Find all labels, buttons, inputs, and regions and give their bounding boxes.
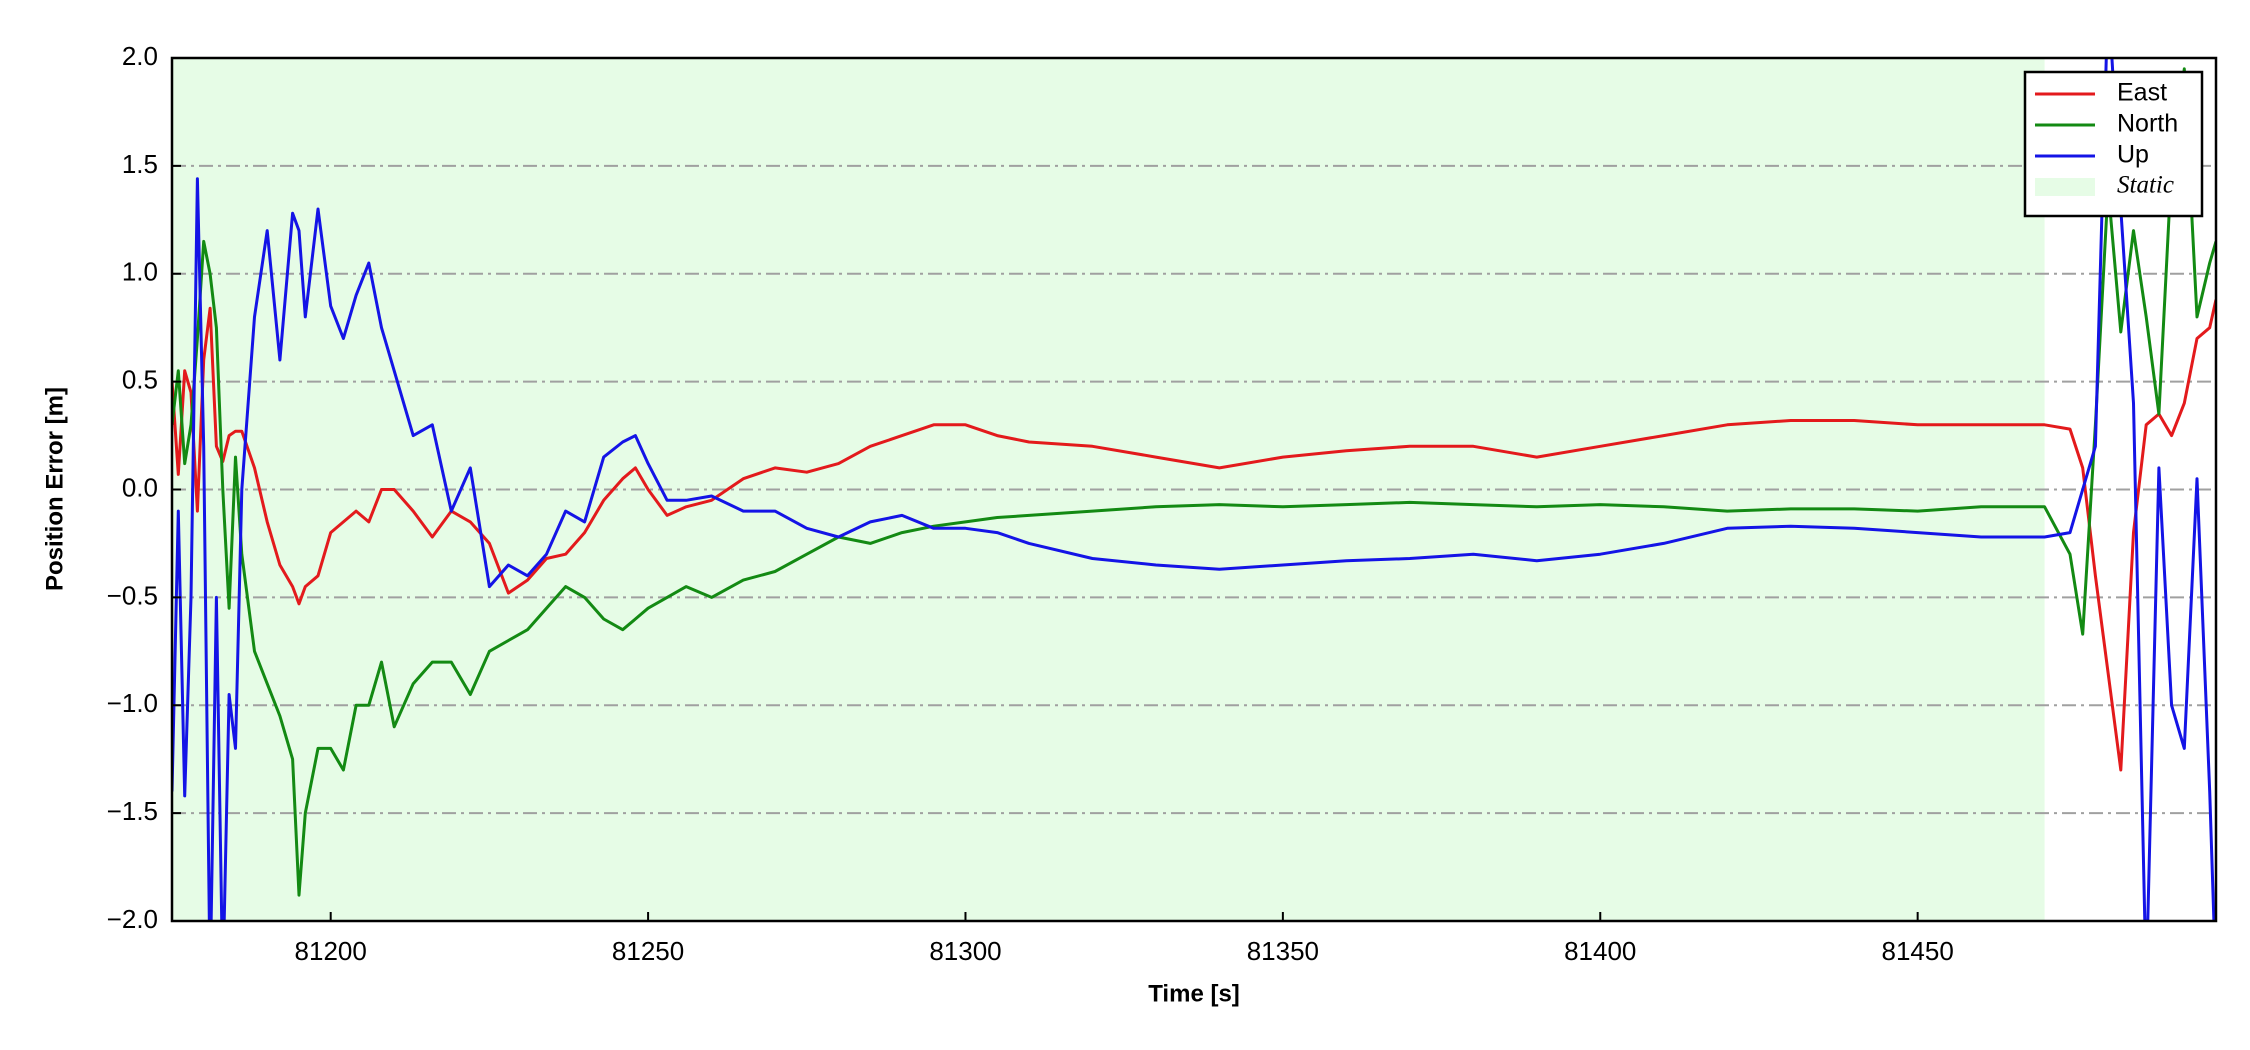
y-tick-label: 2.0 <box>122 41 158 71</box>
series-line <box>172 58 2216 921</box>
series-line <box>172 299 2216 772</box>
y-tick-label: −1.5 <box>107 796 158 826</box>
legend: East North Up Static <box>2023 70 2204 218</box>
y-tick-label: 0.0 <box>122 472 158 502</box>
x-tick-label: 81350 <box>1247 936 1319 966</box>
x-tick-label: 81300 <box>929 936 1001 966</box>
legend-label: Static <box>2117 172 2174 199</box>
y-axis-label: Position Error [m] <box>41 387 68 591</box>
x-tick-label: 81250 <box>612 936 684 966</box>
y-tick-label: −0.5 <box>107 580 158 610</box>
x-tick-label: 81400 <box>1564 936 1636 966</box>
x-tick-label: 81450 <box>1881 936 1953 966</box>
y-tick-label: 1.5 <box>122 149 158 179</box>
legend-swatch <box>2035 178 2095 196</box>
grid-layer <box>172 164 2216 815</box>
legend-label: Up <box>2117 141 2149 169</box>
x-axis-label: Time [s] <box>1148 980 1240 1007</box>
line-layer <box>172 58 2216 921</box>
legend-label: East <box>2117 79 2167 107</box>
y-tick-label: −2.0 <box>107 904 158 934</box>
series-line <box>172 67 2216 897</box>
y-tick-label: −1.0 <box>107 688 158 718</box>
x-tick-label: 81200 <box>295 936 367 966</box>
tick-layer: −2.0 −1.5 −1.0 −0.5 0.0 0.5 1.0 1.5 2.0 81200 8125… <box>107 41 1954 966</box>
legend-label: North <box>2117 110 2178 138</box>
y-tick-label: 1.0 <box>122 257 158 287</box>
y-tick-label: 0.5 <box>122 365 158 395</box>
